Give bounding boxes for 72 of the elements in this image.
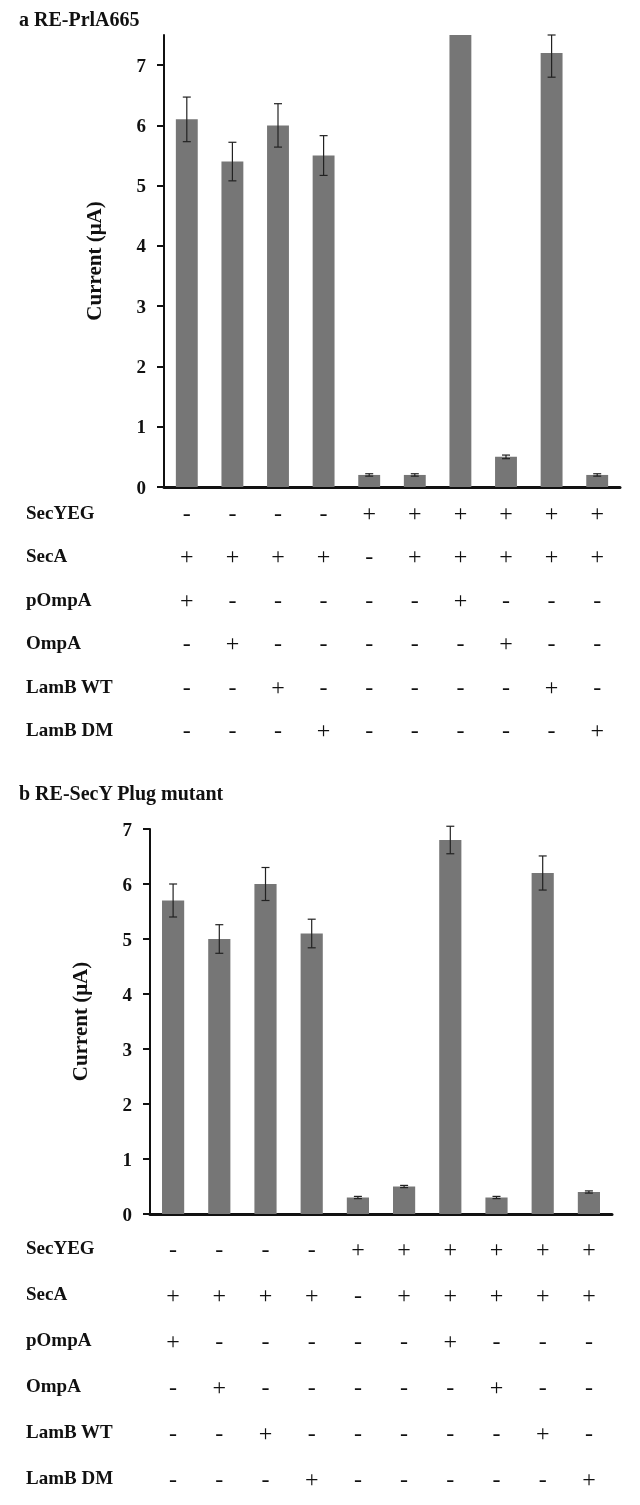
bar <box>531 873 554 1214</box>
bar <box>312 155 335 487</box>
text: pOmpA <box>26 1329 92 1350</box>
y-tick-label: 6 <box>122 873 132 895</box>
text: LamB WT <box>26 1421 114 1442</box>
x-tick-label: + + + - - - <box>453 499 468 744</box>
y-tick-label: 5 <box>122 928 132 950</box>
bar <box>586 474 609 487</box>
y-tick-label: 3 <box>136 295 146 317</box>
x-tick-label: + - - - - - <box>362 499 376 744</box>
x-tick-label: + + - - - - <box>397 1236 411 1492</box>
y-tick-label: 1 <box>136 416 146 438</box>
y-axis-title: Current (μA) <box>81 201 106 321</box>
x-tick-label: + + - - + - <box>535 1236 550 1492</box>
bar <box>267 125 289 487</box>
y-axis-title: Current (μA) <box>67 961 92 1082</box>
chart-title: b RE-SecY Plug mutant <box>19 782 224 805</box>
y-tick-label: 2 <box>122 1093 132 1115</box>
bar <box>577 1192 600 1214</box>
y-tick-label: 7 <box>122 818 133 840</box>
text: SecA <box>26 1283 68 1304</box>
bar <box>393 1186 416 1214</box>
x-tick-label: - + + - - - <box>180 499 194 744</box>
text: OmpA <box>26 632 82 654</box>
y-tick-label: 4 <box>136 235 147 257</box>
y-tick-label: 6 <box>136 114 146 136</box>
y-tick-label: 2 <box>136 355 146 377</box>
bar <box>540 53 563 487</box>
x-tick-label: + + - - - - <box>408 499 422 744</box>
x-tick-label: - + - + - - <box>212 1236 227 1492</box>
bar <box>403 474 426 487</box>
bar <box>162 900 185 1214</box>
x-tick-label: - + - - + - <box>271 499 285 744</box>
y-tick-label: 3 <box>122 1038 132 1060</box>
x-tick-label: + + + - - - <box>443 1236 458 1492</box>
bar <box>254 884 277 1214</box>
x-tick-label: - + - - + - <box>258 1236 273 1492</box>
text: LamB DM <box>26 1467 114 1488</box>
bar <box>495 456 517 487</box>
x-tick-label: + + - - - + <box>590 499 604 744</box>
bar <box>449 35 472 487</box>
x-tick-label: - + - + - - <box>225 499 240 744</box>
text: OmpA <box>26 1375 82 1396</box>
bar <box>439 840 462 1214</box>
y-tick-label: 7 <box>136 54 147 76</box>
y-tick-label: 5 <box>136 175 146 197</box>
bar <box>175 119 198 487</box>
bar <box>221 161 244 487</box>
text: LamB WT <box>26 675 114 697</box>
y-tick-label: 0 <box>122 1203 132 1225</box>
chart-title: a RE-PrlA665 <box>19 8 140 30</box>
bar <box>300 933 323 1214</box>
bar <box>346 1197 369 1214</box>
y-tick-label: 1 <box>122 1148 132 1170</box>
text: pOmpA <box>26 588 92 610</box>
text: SecA <box>26 545 68 567</box>
bar <box>485 1197 508 1214</box>
bar <box>208 939 231 1214</box>
x-tick-label: - + + - - - <box>166 1236 180 1492</box>
x-tick-label: + - - - - - <box>351 1236 365 1492</box>
y-tick-label: 0 <box>136 476 146 498</box>
text: SecYEG <box>26 1237 95 1258</box>
text: LamB DM <box>26 719 114 741</box>
x-tick-label: + + - + - - <box>499 499 513 744</box>
x-tick-label: + + - - - + <box>582 1236 596 1492</box>
x-tick-label: + + - + - - <box>489 1236 504 1492</box>
y-tick-label: 4 <box>122 983 133 1005</box>
x-tick-label: - + - - - + <box>304 1236 319 1492</box>
bar <box>358 474 381 487</box>
x-tick-label: - + - - - + <box>316 499 331 744</box>
x-tick-label: + + - - + - <box>544 499 559 744</box>
text: SecYEG <box>26 501 95 523</box>
